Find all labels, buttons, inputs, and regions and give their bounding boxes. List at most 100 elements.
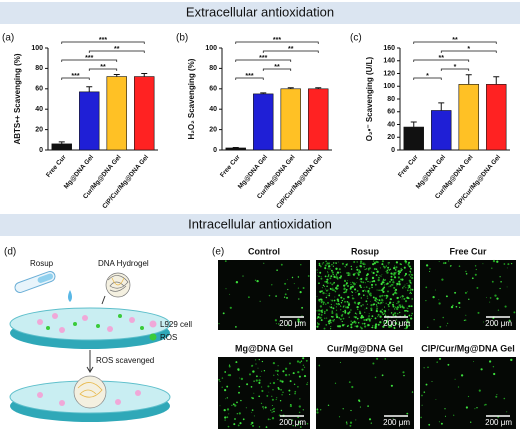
fluorescence-dot [335, 286, 338, 290]
fluorescence-dot [382, 290, 385, 293]
fluorescence-dot [478, 389, 481, 392]
fluorescence-dot [376, 303, 378, 305]
fluorescence-dot [379, 267, 381, 269]
fluorescence-dot [482, 263, 484, 265]
significance-bracket [413, 59, 470, 62]
y-tick-label: 140 [383, 58, 395, 65]
bar [79, 91, 100, 151]
fluorescence-dot [371, 280, 374, 283]
fluorescence-dot [297, 416, 299, 419]
fluorescence-dot [336, 298, 339, 301]
fluorescence-dot [296, 424, 299, 427]
y-tick-label: 100 [205, 45, 217, 52]
fluorescence-dot [347, 280, 348, 282]
fluorescence-dot [347, 272, 350, 274]
fluorescence-dot [322, 261, 325, 264]
fluorescence-dot [237, 424, 240, 427]
fluorescence-dot [372, 260, 375, 262]
fluorescence-dot [364, 311, 366, 313]
fluorescence-dot [283, 296, 286, 298]
y-tick-label: 80 [387, 96, 395, 103]
fluorescence-dot [387, 305, 390, 308]
fluorescence-dot [254, 279, 257, 281]
fluorescence-dot [228, 364, 231, 366]
fluorescence-dot [318, 262, 321, 265]
fluorescence-dot [297, 318, 300, 321]
fluorescence-dot [377, 323, 380, 326]
fluorescence-dot [371, 286, 373, 289]
fluorescence-dot [432, 295, 435, 299]
fluorescence-dot [335, 309, 338, 311]
fluorescence-dot [286, 296, 288, 299]
fluorescence-dot [336, 273, 337, 274]
fluorescence-dot [394, 290, 396, 292]
significance-bracket [440, 50, 497, 53]
fluorescence-dot [386, 271, 389, 274]
fluorescence-dot [337, 325, 340, 328]
fluorescence-dot [299, 361, 302, 364]
fluorescence-dot [420, 416, 422, 419]
fluorescence-dot [365, 318, 368, 322]
fluorescence-dot [301, 368, 304, 371]
banner [0, 214, 520, 236]
fluorescence-dot [384, 284, 386, 286]
fluorescence-dot [317, 323, 320, 326]
y-tick-label: 100 [31, 45, 43, 52]
fluorescence-dot [331, 271, 334, 274]
fluorescence-dot [328, 294, 331, 297]
fluorescence-dot [347, 302, 350, 305]
fluorescence-dot [239, 422, 242, 425]
fluorescence-dot [327, 268, 329, 270]
fluorescence-dot [409, 272, 412, 274]
fluorescence-dot [321, 287, 323, 289]
fluorescence-dot [409, 289, 411, 292]
fluorescence-dot [218, 378, 221, 381]
fluorescence-dot [506, 286, 508, 288]
significance-label: ** [274, 64, 280, 71]
fluorescence-dot [322, 303, 325, 305]
fluorescence-dot [350, 320, 352, 322]
fluorescence-dot [410, 305, 413, 308]
fluorescence-dot [236, 401, 238, 404]
fluorescence-dot [363, 322, 366, 325]
banner-title: Extracellular antioxidation [186, 4, 334, 19]
fluorescence-dot [328, 265, 331, 268]
fluorescence-dot [409, 292, 410, 294]
fluorescence-dot [406, 318, 409, 322]
fluorescence-dot [326, 285, 328, 287]
fluorescence-dot [319, 290, 322, 293]
fluorescence-dot [408, 279, 412, 282]
fluorescence-dot [281, 380, 284, 383]
fluorescence-dot [409, 276, 412, 278]
y-tick-label: 60 [387, 109, 395, 116]
fluorescence-dot [380, 282, 383, 286]
fluorescence-dot [390, 384, 393, 387]
fluorescence-dot [275, 295, 277, 297]
fluorescence-dot [294, 392, 296, 395]
fluorescence-dot [322, 284, 325, 287]
fluorescence-dot [398, 304, 401, 307]
fluorescence-dot [442, 316, 444, 319]
droplet [68, 290, 72, 302]
fluorescence-dot [328, 306, 330, 308]
fluorescence-dot [339, 271, 342, 273]
fluorescence-dot [256, 279, 259, 283]
fluorescence-dot [332, 289, 335, 292]
fluorescence-dot [367, 291, 370, 294]
fluorescence-dot [394, 269, 397, 271]
fluorescence-dot [360, 277, 363, 280]
fluorescence-dot [334, 296, 336, 298]
banner-title: Intracellular antioxidation [188, 216, 332, 231]
fluorescence-dot [369, 292, 372, 295]
fluorescence-dot [320, 314, 323, 316]
fluorescence-dot [395, 323, 397, 325]
fluorescence-dot [453, 414, 455, 416]
bar [403, 126, 424, 151]
fluorescence-dot [397, 323, 400, 326]
fluorescence-dot [392, 293, 395, 296]
fluorescence-dot [394, 288, 398, 291]
fluorescence-dot [392, 313, 395, 316]
fluorescence-dot [229, 293, 231, 295]
fluorescence-dot [250, 386, 253, 388]
fluorescence-dot [289, 393, 291, 396]
